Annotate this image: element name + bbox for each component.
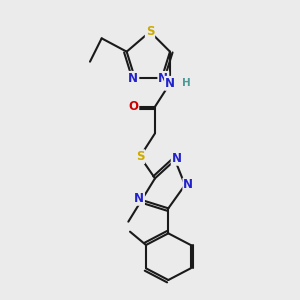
Text: N: N [134, 192, 144, 205]
Text: S: S [136, 150, 144, 163]
Text: N: N [183, 178, 193, 191]
Text: S: S [146, 25, 154, 38]
Text: N: N [128, 72, 138, 85]
Text: H: H [182, 78, 191, 88]
Text: N: N [172, 152, 182, 165]
Text: O: O [128, 100, 138, 113]
Text: N: N [165, 77, 175, 90]
Text: N: N [158, 72, 168, 85]
